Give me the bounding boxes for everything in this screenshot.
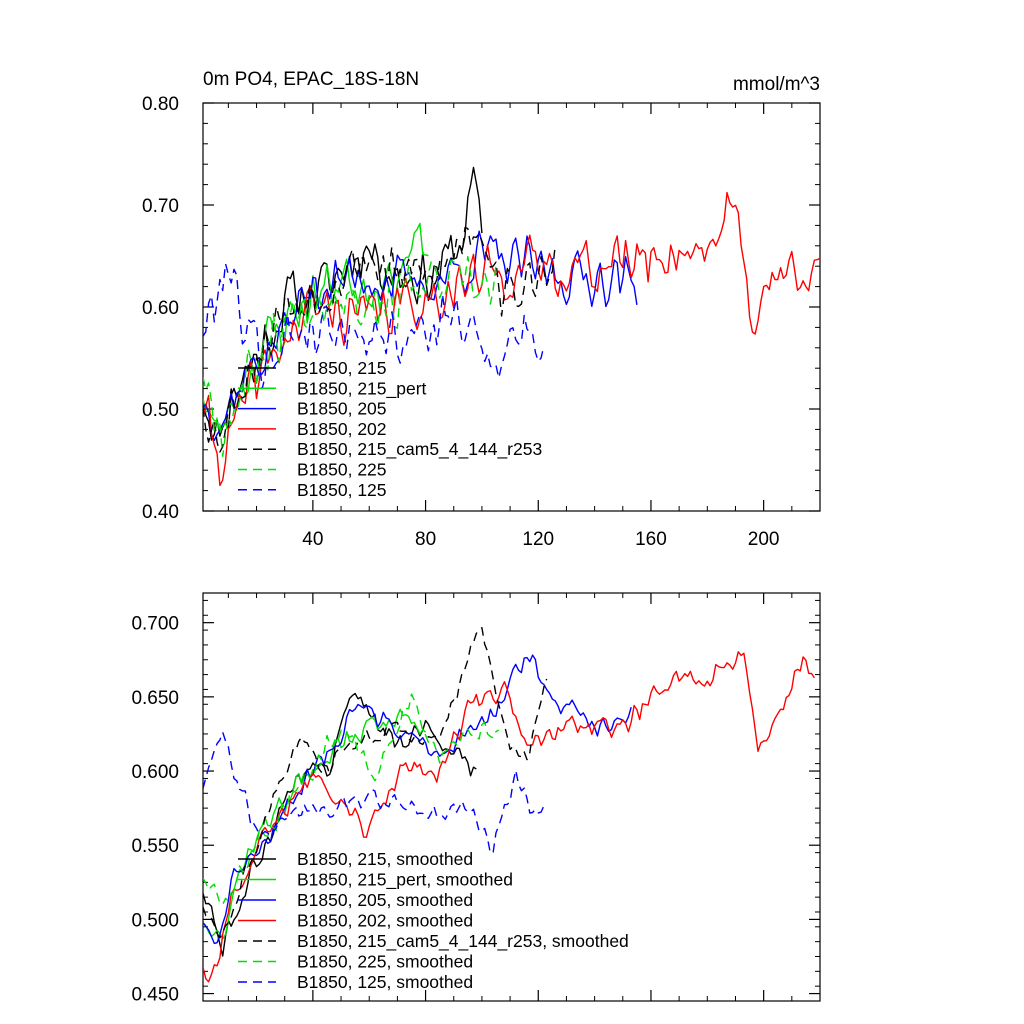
legend-label: B1850, 215 <box>297 358 387 378</box>
legend-label: B1850, 215, smoothed <box>297 849 473 869</box>
y-tick-label: 0.450 <box>131 985 179 1006</box>
bottom-panel: 0.450 0.500 0.550 0.600 0.650 0.700 B1850, 215… <box>131 592 821 1006</box>
series-group <box>203 627 815 983</box>
legend-label: B1850, 205, smoothed <box>297 890 473 910</box>
x-tick-label: 200 <box>748 529 780 550</box>
y-tick-label: 0.40 <box>142 502 179 523</box>
title-right: mmol/m^3 <box>733 74 820 95</box>
y-tick-label: 0.60 <box>142 298 179 319</box>
legend-label: B1850, 125, smoothed <box>297 972 473 992</box>
y-tick-label: 0.70 <box>142 196 179 217</box>
x-tick-label: 160 <box>635 529 667 550</box>
series-line-5 <box>203 226 556 453</box>
y-tick-label: 0.550 <box>131 836 179 857</box>
series-line-3 <box>203 654 632 945</box>
series-line-4 <box>203 191 820 487</box>
series-line-7 <box>203 731 545 855</box>
plot-frame <box>202 592 821 1002</box>
legend-label: B1850, 125 <box>297 480 387 500</box>
y-tick-label: 0.700 <box>131 614 179 635</box>
legend-label: B1850, 215_pert, smoothed <box>297 870 513 891</box>
legend-label: B1850, 215_pert <box>297 378 427 399</box>
legend-label: B1850, 215_cam5_4_144_r253, smoothed <box>297 931 629 952</box>
title-left: 0m PO4, EPAC_18S-18N <box>203 69 419 90</box>
x-tick-label: 80 <box>415 529 436 550</box>
series-line-6 <box>203 255 497 457</box>
legend-label: B1850, 202, smoothed <box>297 911 473 931</box>
y-tick-label: 0.80 <box>142 94 179 115</box>
y-tick-label: 0.650 <box>131 688 179 709</box>
series-line-4 <box>203 651 815 983</box>
series-group <box>203 166 820 487</box>
x-tick-label: 40 <box>302 529 323 550</box>
legend-label: B1850, 205 <box>297 399 387 419</box>
series-line-3 <box>203 230 638 442</box>
legend-label: B1850, 225 <box>297 460 387 480</box>
series-line-6 <box>203 693 500 906</box>
legend-label: B1850, 215_cam5_4_144_r253 <box>297 439 542 460</box>
x-tick-label: 120 <box>522 529 554 550</box>
legend-label: B1850, 225, smoothed <box>297 952 473 972</box>
top-panel: 0.40 0.50 0.60 0.70 0.80 40 80 120 160 200 B1850, … <box>142 94 821 550</box>
legend-label: B1850, 202 <box>297 419 387 439</box>
series-line-5 <box>203 627 548 939</box>
y-tick-label: 0.600 <box>131 762 179 783</box>
y-tick-label: 0.50 <box>142 400 179 421</box>
y-tick-label: 0.500 <box>131 910 179 931</box>
series-line-7 <box>203 262 545 390</box>
